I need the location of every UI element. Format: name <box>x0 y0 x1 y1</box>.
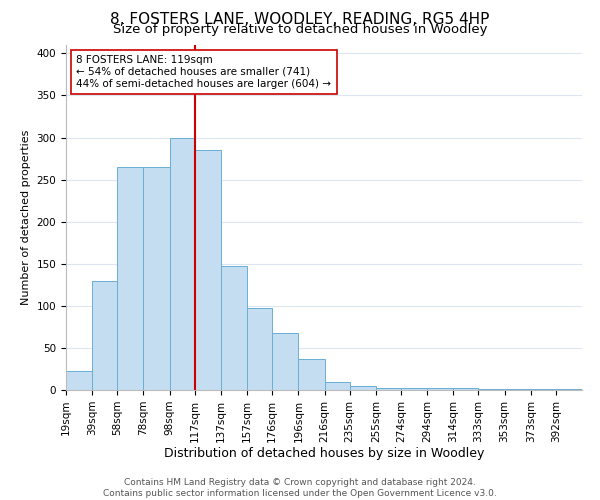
Bar <box>298 359 325 390</box>
Bar <box>401 388 427 390</box>
Bar <box>92 280 117 390</box>
Bar <box>221 266 247 390</box>
Text: Size of property relative to detached houses in Woodley: Size of property relative to detached ho… <box>113 22 487 36</box>
Bar <box>556 389 582 390</box>
Bar <box>531 389 556 390</box>
Text: 8 FOSTERS LANE: 119sqm
← 54% of detached houses are smaller (741)
44% of semi-de: 8 FOSTERS LANE: 119sqm ← 54% of detached… <box>76 56 331 88</box>
Bar <box>247 308 272 390</box>
Bar <box>505 389 531 390</box>
Bar <box>170 138 194 390</box>
X-axis label: Distribution of detached houses by size in Woodley: Distribution of detached houses by size … <box>164 448 484 460</box>
Bar <box>427 388 454 390</box>
Bar <box>194 150 221 390</box>
Text: 8, FOSTERS LANE, WOODLEY, READING, RG5 4HP: 8, FOSTERS LANE, WOODLEY, READING, RG5 4… <box>110 12 490 28</box>
Bar <box>454 388 478 390</box>
Bar <box>350 386 376 390</box>
Text: Contains HM Land Registry data © Crown copyright and database right 2024.
Contai: Contains HM Land Registry data © Crown c… <box>103 478 497 498</box>
Bar <box>478 389 505 390</box>
Bar <box>143 167 170 390</box>
Bar <box>66 372 92 390</box>
Y-axis label: Number of detached properties: Number of detached properties <box>21 130 31 305</box>
Bar <box>117 167 143 390</box>
Bar <box>325 382 350 390</box>
Bar <box>376 388 401 390</box>
Bar <box>272 333 298 390</box>
